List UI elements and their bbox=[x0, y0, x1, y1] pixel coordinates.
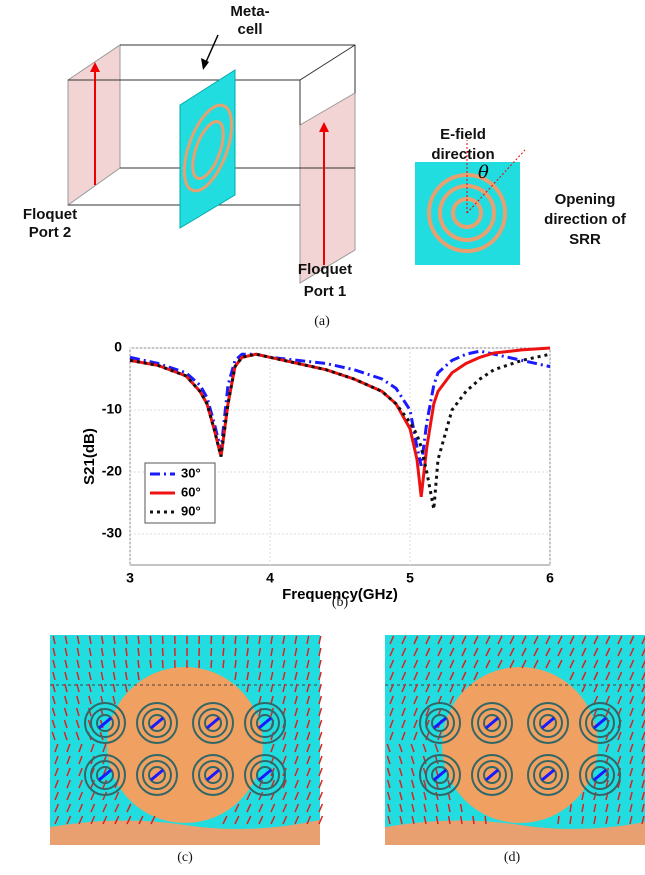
x-tick-label: 3 bbox=[126, 570, 134, 586]
field-arrow bbox=[138, 636, 139, 644]
field-arrow bbox=[211, 660, 212, 668]
theta: θ bbox=[478, 162, 489, 183]
figure: Meta- cell Floquet Port 2 Floquet Port 1… bbox=[0, 0, 645, 870]
panel-d bbox=[385, 635, 645, 845]
y-tick-label: -10 bbox=[102, 401, 122, 417]
port-label: Floquet bbox=[23, 206, 77, 223]
legend-label: 90° bbox=[181, 503, 201, 518]
port-label: Port 1 bbox=[304, 283, 347, 300]
field-arrow bbox=[223, 660, 224, 668]
panel-a: Meta- cell Floquet Port 2 Floquet Port 1… bbox=[23, 3, 627, 329]
caption: (b) bbox=[332, 595, 349, 610]
port-label: Port 2 bbox=[29, 224, 72, 241]
field-arrow bbox=[162, 660, 163, 668]
port-face bbox=[300, 93, 355, 283]
pointer-head bbox=[201, 58, 209, 70]
page: Meta- cell Floquet Port 2 Floquet Port 1… bbox=[0, 0, 645, 875]
field-arrow bbox=[558, 816, 559, 824]
opening-label: direction of bbox=[544, 211, 627, 228]
port-label: Floquet bbox=[298, 261, 352, 278]
field-arrow bbox=[150, 648, 151, 656]
field-arrow bbox=[223, 648, 224, 656]
panel-c bbox=[50, 635, 322, 845]
caption: (d) bbox=[504, 850, 521, 865]
y-axis-label: S21(dB) bbox=[81, 428, 98, 485]
legend-label: 30° bbox=[181, 465, 201, 480]
field-arrow bbox=[247, 636, 248, 644]
y-tick-label: 0 bbox=[114, 339, 122, 355]
meta-cell-label: cell bbox=[237, 21, 262, 38]
orange-disk bbox=[107, 667, 263, 823]
legend-label: 60° bbox=[181, 484, 201, 499]
x-tick-label: 5 bbox=[406, 570, 414, 586]
orange-disk bbox=[442, 667, 598, 823]
field-arrow bbox=[235, 636, 236, 644]
field-arrow bbox=[138, 648, 139, 656]
meta-cell-label: Meta- bbox=[230, 3, 269, 20]
caption: (c) bbox=[177, 850, 193, 865]
opening-label: SRR bbox=[569, 231, 601, 248]
y-tick-label: -20 bbox=[102, 463, 122, 479]
opening-label: Opening bbox=[555, 191, 616, 208]
caption: (a) bbox=[314, 314, 330, 329]
pointer bbox=[206, 35, 218, 62]
box-edge bbox=[120, 45, 355, 93]
field-arrow bbox=[485, 816, 486, 824]
efield-label: direction bbox=[431, 146, 494, 163]
field-arrow bbox=[150, 636, 151, 644]
x-tick-label: 4 bbox=[266, 570, 274, 586]
y-tick-label: -30 bbox=[102, 525, 122, 541]
field-arrow bbox=[223, 636, 224, 644]
x-tick-label: 6 bbox=[546, 570, 554, 586]
field-arrow bbox=[126, 636, 127, 644]
efield-label: E-field bbox=[440, 126, 486, 143]
field-arrow bbox=[138, 660, 139, 668]
field-arrow bbox=[150, 660, 151, 668]
field-arrow bbox=[211, 648, 212, 656]
field-arrow bbox=[235, 648, 236, 656]
